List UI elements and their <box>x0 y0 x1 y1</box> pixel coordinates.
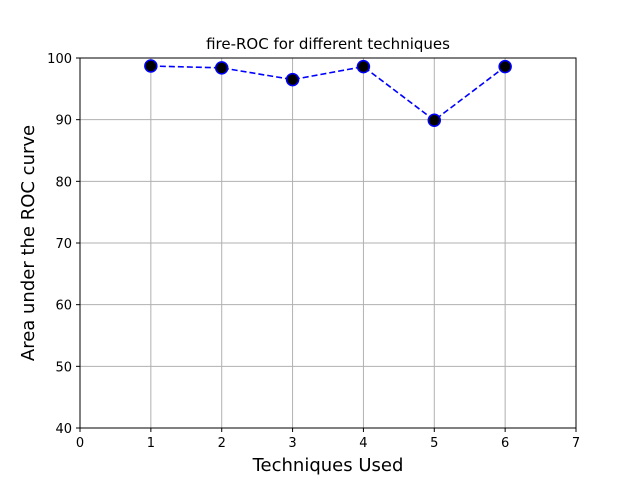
y-tick-label: 60 <box>55 299 72 314</box>
series-layer <box>144 59 512 128</box>
chart-title: fire-ROC for different techniques <box>206 35 450 53</box>
x-tick-label: 5 <box>430 436 438 451</box>
data-point <box>498 59 512 74</box>
x-tick-label: 1 <box>147 436 155 451</box>
series-line <box>150 65 506 122</box>
x-tick-label: 2 <box>218 436 226 451</box>
y-tick-label: 50 <box>55 360 72 375</box>
y-tick-label: 100 <box>47 52 72 67</box>
data-point <box>214 61 229 75</box>
data-point <box>356 59 371 74</box>
x-tick-label: 7 <box>572 436 580 451</box>
x-axis-label: Techniques Used <box>252 455 404 476</box>
y-tick-label: 90 <box>55 114 72 129</box>
y-axis-label: Area under the ROC curve <box>18 125 39 361</box>
y-tick-label: 70 <box>55 237 72 252</box>
y-tick-label: 80 <box>55 175 72 190</box>
data-point <box>144 59 158 73</box>
ticks: 0 1 2 3 4 5 6 7 40 50 60 70 80 90 100 <box>47 52 580 451</box>
data-point <box>285 72 300 87</box>
x-tick-label: 3 <box>288 436 296 451</box>
x-tick-label: 6 <box>501 436 509 451</box>
data-point <box>427 113 442 128</box>
y-tick-label: 40 <box>55 422 72 437</box>
x-tick-label: 4 <box>359 436 367 451</box>
x-tick-label: 0 <box>76 436 84 451</box>
